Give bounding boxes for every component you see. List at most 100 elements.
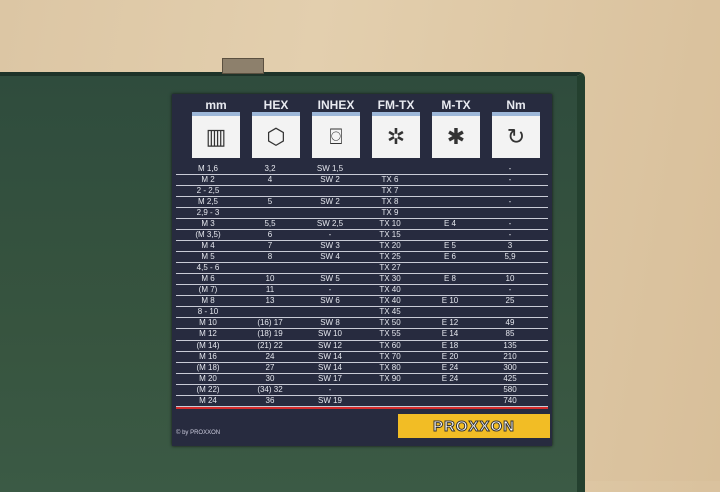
lid-latch [222,58,264,74]
table-cell: (M 18) [196,362,220,372]
table-row: M 2 4 SW 2 TX 6 - [176,175,548,187]
table-cell [360,396,420,406]
table-cell: 11 [265,285,275,295]
table-cell: M 5 [201,252,215,262]
table-cell: TX 90 [379,373,401,383]
table-cell: TX 30 [379,274,401,284]
table-cell: 4,5 - 6 [196,263,220,273]
table-cell: - [508,175,512,185]
table-row: M 20 30 SW 17 TX 90 E 24 425 [176,374,548,385]
table-cell: TX 70 [379,351,401,361]
table-cell: TX 50 [379,318,401,328]
table-cell: - [328,285,332,295]
table-cell [300,208,360,218]
table-cell [480,208,540,218]
table-cell: TX 25 [379,252,401,262]
table-cell: 25 [505,296,515,306]
table-cell: - [508,285,512,295]
table-cell: - [508,197,512,207]
table-cell: (16) 17 [257,318,283,328]
table-row: M 4 7 SW 3 TX 20 E 5 3 [176,241,548,253]
table-row: 2,9 - 3 TX 9 [176,208,548,220]
table-row: (M 18) 27 SW 14 TX 80 E 24 300 [176,363,548,374]
table-cell: 580 [503,384,517,394]
table-cell: TX 7 [381,186,399,196]
table-cell: 7 [267,241,273,251]
table-cell: E 6 [443,252,456,262]
table-cell: SW 2,5 [316,219,344,229]
table-cell: 300 [503,362,517,372]
table-cell [420,208,480,218]
table-cell: TX 8 [381,197,399,207]
table-cell: SW 12 [317,340,342,350]
table-cell [480,307,540,317]
table-cell [420,186,480,196]
table-cell: E 24 [441,362,459,372]
table-row: M 12 (18) 19 SW 10 TX 55 E 14 85 [176,329,548,341]
table-cell: M 20 [199,373,217,383]
table-cell: TX 6 [381,175,399,185]
table-cell [420,307,480,317]
table-cell [420,263,480,273]
table-cell [240,186,300,196]
table-cell: SW 2 [320,175,340,185]
table-cell [420,285,480,295]
table-cell: (M 14) [196,340,220,350]
table-cell: 13 [265,296,275,306]
table-cell: (M 22) [196,384,220,394]
column-header: FM-TX [377,98,415,112]
table-cell: SW 1,5 [316,164,344,173]
table-row: (M 14) (21) 22 SW 12 TX 60 E 18 135 [176,341,548,352]
column-headers: mm HEX INHEX FM-TX M-TX Nm [186,98,546,114]
table-cell: TX 80 [379,362,401,372]
m-tx-bolt-icon: ✱ [432,112,480,158]
table-cell: SW 17 [317,373,342,383]
table-cell: 85 [505,329,515,339]
table-cell: (18) 19 [257,329,283,339]
table-cell: M 10 [199,318,217,328]
table-cell [240,208,300,218]
table-row: M 8 13 SW 6 TX 40 E 10 25 [176,296,548,308]
table-cell: TX 27 [379,263,401,273]
inhex-bolt-icon: ⌼ [312,112,360,158]
table-cell: TX 9 [381,208,399,218]
torque-icon: ↻ [492,112,540,158]
table-cell: E 18 [441,340,459,350]
table-row: (M 3,5) 6 - TX 15 - [176,230,548,242]
table-cell: 2,9 - 3 [196,208,220,218]
table-row: M 24 36 SW 19 740 [176,396,548,407]
copyright: © by PROXXON [176,430,221,436]
table-cell: 2 - 2,5 [196,186,220,196]
table-cell [480,186,540,196]
table-cell: SW 6 [320,296,340,306]
table-cell: 135 [503,340,517,350]
table-row: M 6 10 SW 5 TX 30 E 8 10 [176,274,548,286]
table-cell: TX 20 [379,241,401,251]
table-cell: - [508,164,512,173]
table-cell: TX 60 [379,340,401,350]
table-cell [420,197,480,207]
table-cell: TX 40 [379,296,401,306]
table-cell [240,263,300,273]
table-cell: M 8 [201,296,215,306]
table-row: M 5 8 SW 4 TX 25 E 6 5,9 [176,252,548,264]
proxxon-logo: PROXXON [398,414,550,438]
fm-tx-bolt-icon: ✲ [372,112,420,158]
table-cell [240,307,300,317]
table-cell: 5,9 [504,252,516,262]
column-header: Nm [506,98,526,112]
table-cell: TX 10 [379,219,401,229]
table-cell: 4 [267,175,273,185]
table-row: (M 22) (34) 32 - 580 [176,385,548,396]
table-cell: SW 2 [320,197,340,207]
column-header: M-TX [441,98,471,112]
table-cell: M 24 [199,395,217,405]
table-cell: SW 8 [320,318,340,328]
table-cell: 425 [503,373,517,383]
table-cell: SW 14 [317,351,342,361]
table-cell [420,385,480,395]
table-cell: 27 [265,362,275,372]
table-cell: 5 [267,197,273,207]
table-cell: E 4 [443,219,456,229]
